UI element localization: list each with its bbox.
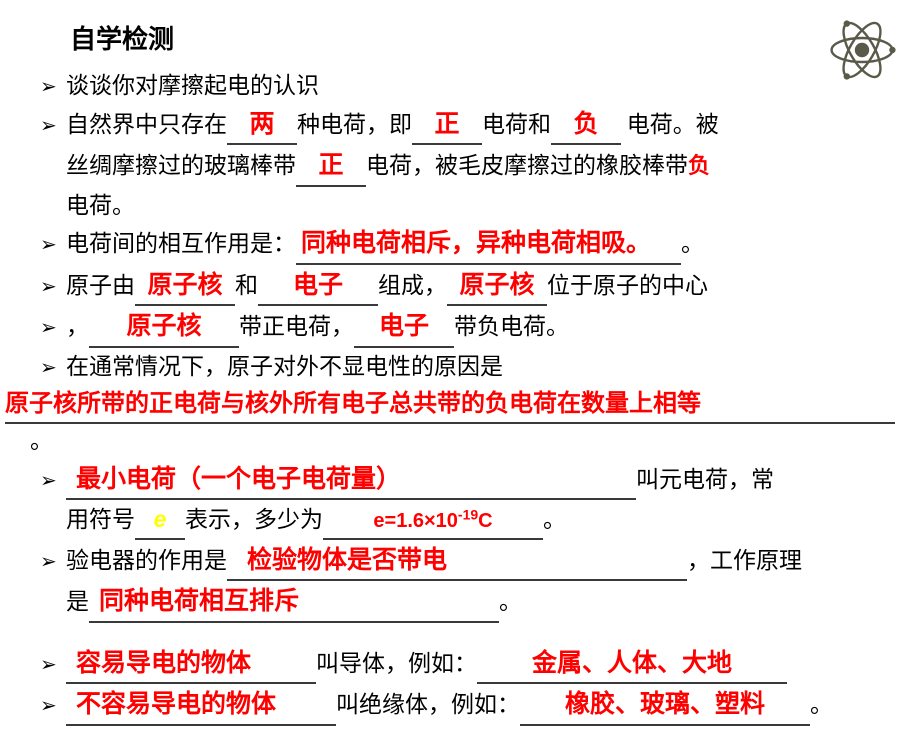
- q2c-text: 电荷。: [66, 189, 900, 224]
- answer: 正: [318, 152, 343, 179]
- text: 是: [66, 589, 89, 614]
- q3-text: 电荷间的相互作用是：同种电荷相斥，异种电荷相吸。 。: [66, 225, 900, 265]
- worksheet-title: 自学检测: [70, 20, 900, 59]
- answer: 容易导电的物体: [76, 650, 251, 677]
- q8-text: 验电器的作用是检验物体是否带电 ，工作原理: [66, 542, 900, 582]
- bullet-row: ➢ 电荷间的相互作用是：同种电荷相斥，异种电荷相吸。 。: [40, 225, 900, 265]
- text: 丝绸摩擦过的玻璃棒带: [66, 153, 296, 178]
- q7b-text: 用符号 e 表示，多少为 e=1.6×10-19C 。: [66, 502, 900, 540]
- bullet-icon: ➢: [40, 230, 58, 260]
- text: 电荷和: [482, 112, 551, 137]
- answer: 橡胶、玻璃、塑料: [565, 691, 765, 718]
- atom-icon: [822, 10, 902, 90]
- q7-text: 最小电荷（一个电子电荷量） 叫元电荷，常: [66, 461, 900, 501]
- bullet-icon: ➢: [40, 691, 58, 721]
- answer: 最小电荷（一个电子电荷量）: [76, 466, 401, 493]
- q10-text: 不容易导电的物体 叫绝缘体，例如： 橡胶、玻璃、塑料 。: [66, 686, 900, 726]
- text: 叫导体，例如：: [316, 651, 477, 676]
- bullet-row: ➢ 验电器的作用是检验物体是否带电 ，工作原理: [40, 542, 900, 582]
- bullet-row: ➢ 不容易导电的物体 叫绝缘体，例如： 橡胶、玻璃、塑料 。: [40, 686, 900, 726]
- continuation-row: 丝绸摩擦过的玻璃棒带正电荷，被毛皮摩擦过的橡胶棒带负: [66, 147, 900, 187]
- q5-text: ， 原子核 带正电荷， 电子带负电荷。: [66, 308, 900, 348]
- text: 带正电荷，: [239, 314, 354, 339]
- text: 。: [543, 507, 566, 532]
- text: ，: [66, 314, 89, 339]
- bullet-row: ➢ 容易导电的物体 叫导体，例如： 金属、人体、大地: [40, 645, 900, 685]
- answer: 金属、人体、大地: [532, 650, 732, 677]
- bullet-row: ➢ ， 原子核 带正电荷， 电子带负电荷。: [40, 308, 900, 348]
- answer: 原子核所带的正电荷与核外所有电子总共带的负电荷在数量上相等: [5, 391, 701, 417]
- text: 组成，: [378, 273, 447, 298]
- text: 电荷间的相互作用是：: [66, 231, 296, 256]
- continuation-row: 电荷。: [66, 189, 900, 224]
- q2b-text: 丝绸摩擦过的玻璃棒带正电荷，被毛皮摩擦过的橡胶棒带负: [66, 147, 900, 187]
- text: 。: [499, 589, 522, 614]
- text: 。: [30, 428, 53, 453]
- q9-text: 容易导电的物体 叫导体，例如： 金属、人体、大地: [66, 645, 900, 685]
- text: 原子由: [66, 273, 135, 298]
- continuation-row: 用符号 e 表示，多少为 e=1.6×10-19C 。: [66, 502, 900, 540]
- answer: 两: [249, 111, 274, 138]
- continuation-row: 是同种电荷相互排斥 。: [66, 583, 900, 623]
- answer: 同种电荷相互排斥: [99, 588, 299, 615]
- answer: 检验物体是否带电: [247, 547, 447, 574]
- text: 表示，多少为: [185, 507, 323, 532]
- q2-text: 自然界中只存在两种电荷，即正电荷和负 电荷。被: [66, 106, 900, 146]
- bullet-row: ➢ 原子由原子核和电子组成，原子核位于原子的中心: [40, 267, 900, 307]
- q6-text: 在通常情况下，原子对外不显电性的原因是: [66, 350, 900, 385]
- bullet-row: ➢ 谈谈你对摩擦起电的认识: [40, 69, 900, 104]
- bullet-icon: ➢: [40, 313, 58, 343]
- answer: 原子核: [459, 272, 534, 299]
- worksheet-content: 自学检测 ➢ 谈谈你对摩擦起电的认识 ➢ 自然界中只存在两种电荷，即正电荷和负 …: [0, 0, 920, 738]
- bullet-icon: ➢: [40, 353, 58, 383]
- bullet-icon: ➢: [40, 466, 58, 496]
- text: 自然界中只存在: [66, 112, 227, 137]
- bullet-icon: ➢: [40, 272, 58, 302]
- answer: 电子: [293, 272, 343, 299]
- answer: 正: [434, 111, 459, 138]
- answer: 不容易导电的物体: [76, 691, 276, 718]
- bullet-row: ➢ 在通常情况下，原子对外不显电性的原因是: [40, 350, 900, 385]
- text: 带负电荷。: [454, 314, 569, 339]
- text: ，工作原理: [687, 548, 802, 573]
- answer: 原子核: [147, 272, 222, 299]
- bullet-icon: ➢: [40, 547, 58, 577]
- answer: 电子: [379, 313, 429, 340]
- text: 叫元电荷，常: [636, 467, 774, 492]
- answer: 负: [688, 153, 710, 178]
- answer-symbol: e: [154, 506, 167, 532]
- answer: 原子核: [126, 313, 201, 340]
- bullet-icon: ➢: [40, 111, 58, 141]
- text: 用符号: [66, 507, 135, 532]
- text: 叫绝缘体，例如：: [336, 692, 520, 717]
- formula-exp: -19: [458, 506, 478, 522]
- q8b-text: 是同种电荷相互排斥 。: [66, 583, 900, 623]
- answer: 负: [573, 111, 598, 138]
- formula-unit: C: [478, 510, 492, 532]
- text: 电荷。被: [621, 112, 719, 137]
- text: 验电器的作用是: [66, 548, 227, 573]
- text: 电荷，被毛皮摩擦过的橡胶棒带: [366, 153, 688, 178]
- answer: 同种电荷相斥，异种电荷相吸。: [301, 230, 651, 257]
- bullet-row: ➢ 最小电荷（一个电子电荷量） 叫元电荷，常: [40, 461, 900, 501]
- q6-answer-row: 原子核所带的正电荷与核外所有电子总共带的负电荷在数量上相等。: [30, 386, 900, 459]
- text: 位于原子的中心: [547, 273, 708, 298]
- q4-text: 原子由原子核和电子组成，原子核位于原子的中心: [66, 267, 900, 307]
- bullet-icon: ➢: [40, 72, 58, 102]
- text: 。: [810, 692, 833, 717]
- formula-base: e=1.6×10: [373, 510, 458, 532]
- text: 种电荷，即: [297, 112, 412, 137]
- bullet-icon: ➢: [40, 650, 58, 680]
- bullet-row: ➢ 自然界中只存在两种电荷，即正电荷和负 电荷。被: [40, 106, 900, 146]
- text: 和: [235, 273, 258, 298]
- text: 。: [681, 231, 704, 256]
- q1-text: 谈谈你对摩擦起电的认识: [66, 69, 900, 104]
